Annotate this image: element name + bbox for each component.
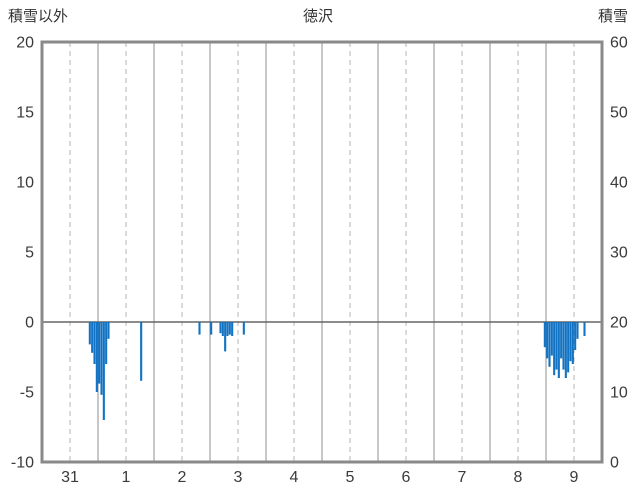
x-tick-label: 3 <box>234 469 243 486</box>
value-bar <box>548 322 551 367</box>
value-bar <box>228 322 231 335</box>
chart-title: 徳沢 <box>302 8 333 25</box>
value-bar <box>571 322 574 364</box>
value-bar <box>224 322 227 352</box>
value-bar <box>221 322 224 336</box>
x-tick-label: 2 <box>178 469 187 486</box>
value-bar <box>555 322 558 370</box>
value-bar <box>543 322 546 348</box>
value-bar <box>564 322 567 378</box>
value-bar <box>91 322 94 353</box>
value-bar <box>242 322 245 335</box>
value-bar <box>231 322 234 336</box>
y-tick-left: 0 <box>25 315 34 332</box>
value-bar <box>226 322 229 336</box>
value-bar <box>100 322 103 395</box>
value-bar <box>107 322 110 339</box>
value-bar <box>550 322 553 356</box>
value-bar <box>102 322 105 420</box>
x-tick-label: 4 <box>290 469 299 486</box>
value-bar <box>576 322 579 339</box>
y-tick-left: 15 <box>16 105 34 122</box>
x-tick-label: 5 <box>346 469 355 486</box>
x-tick-label: 31 <box>61 469 79 486</box>
value-bar <box>98 322 101 384</box>
y-tick-right: 20 <box>610 315 628 332</box>
value-bar <box>569 322 572 362</box>
left-axis-title: 積雪以外 <box>8 8 69 25</box>
value-bar <box>562 322 565 370</box>
y-tick-right: 0 <box>610 455 619 472</box>
value-bar <box>583 322 586 336</box>
y-tick-left: -5 <box>20 385 34 402</box>
y-tick-right: 30 <box>610 245 628 262</box>
x-tick-label: 6 <box>402 469 411 486</box>
x-tick-label: 8 <box>514 469 523 486</box>
value-bar <box>553 322 556 376</box>
value-bar <box>546 322 549 359</box>
right-axis-title: 積雪 <box>597 8 628 25</box>
value-bar <box>567 322 570 373</box>
value-bar <box>95 322 98 392</box>
x-tick-label: 9 <box>570 469 579 486</box>
value-bar <box>140 322 143 381</box>
value-bar <box>557 322 560 378</box>
value-bar <box>105 322 108 364</box>
value-bar <box>560 322 563 359</box>
value-bar <box>93 322 96 364</box>
value-bar <box>198 322 201 335</box>
y-tick-right: 10 <box>610 385 628 402</box>
y-tick-right: 50 <box>610 105 628 122</box>
y-tick-left: -10 <box>11 455 34 472</box>
value-bar <box>574 322 577 350</box>
x-tick-label: 7 <box>458 469 467 486</box>
y-tick-left: 10 <box>16 175 34 192</box>
y-tick-right: 40 <box>610 175 628 192</box>
x-tick-label: 1 <box>122 469 131 486</box>
value-bar <box>219 322 222 334</box>
y-tick-right: 60 <box>610 35 628 52</box>
plot-border <box>40 40 604 464</box>
value-bar <box>210 322 213 335</box>
value-bar <box>88 322 91 345</box>
y-tick-left: 20 <box>16 35 34 52</box>
y-tick-left: 5 <box>25 245 34 262</box>
